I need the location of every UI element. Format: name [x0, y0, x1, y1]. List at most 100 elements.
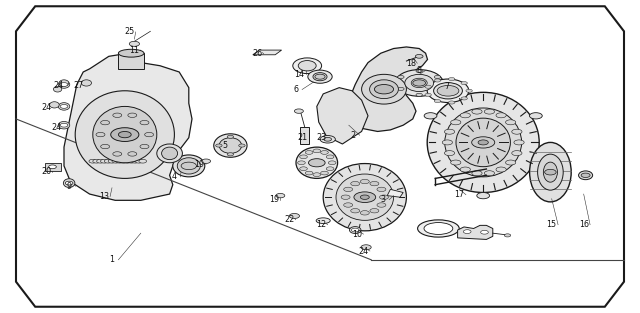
Circle shape — [227, 135, 234, 138]
Circle shape — [127, 159, 135, 163]
Circle shape — [320, 136, 335, 143]
Circle shape — [463, 230, 471, 233]
Circle shape — [104, 159, 112, 163]
Polygon shape — [16, 6, 624, 307]
Circle shape — [93, 159, 100, 163]
Polygon shape — [458, 225, 493, 239]
Text: 19: 19 — [269, 195, 279, 204]
Circle shape — [65, 181, 73, 185]
Text: 3: 3 — [380, 195, 385, 204]
Text: 8: 8 — [417, 66, 422, 75]
Circle shape — [424, 113, 437, 119]
Circle shape — [326, 167, 334, 171]
Circle shape — [129, 41, 140, 46]
Circle shape — [324, 137, 332, 141]
Text: 23: 23 — [316, 133, 326, 141]
Circle shape — [344, 187, 353, 192]
Circle shape — [451, 120, 461, 125]
Ellipse shape — [428, 92, 540, 192]
Polygon shape — [45, 163, 61, 171]
Circle shape — [449, 101, 455, 104]
Ellipse shape — [93, 106, 157, 163]
Text: 20: 20 — [41, 167, 51, 176]
Circle shape — [139, 159, 147, 163]
Circle shape — [397, 87, 404, 90]
Ellipse shape — [323, 163, 406, 231]
Circle shape — [128, 113, 137, 117]
Circle shape — [216, 144, 222, 147]
Ellipse shape — [296, 147, 338, 178]
Circle shape — [461, 97, 467, 100]
Circle shape — [361, 245, 371, 250]
Circle shape — [444, 151, 454, 156]
Circle shape — [512, 129, 522, 134]
Circle shape — [416, 69, 422, 73]
Bar — [300, 127, 309, 144]
Circle shape — [506, 160, 516, 165]
Ellipse shape — [214, 134, 247, 157]
Circle shape — [477, 192, 490, 199]
Polygon shape — [64, 53, 192, 200]
Circle shape — [496, 167, 506, 172]
Circle shape — [514, 140, 524, 145]
Text: 18: 18 — [406, 59, 416, 68]
Circle shape — [60, 105, 68, 108]
Text: 6: 6 — [293, 85, 298, 94]
Ellipse shape — [579, 171, 593, 180]
Circle shape — [460, 167, 470, 172]
Circle shape — [140, 121, 149, 125]
Ellipse shape — [313, 73, 327, 81]
Ellipse shape — [219, 138, 241, 153]
Circle shape — [108, 159, 116, 163]
Ellipse shape — [428, 79, 468, 103]
Ellipse shape — [434, 83, 463, 99]
Ellipse shape — [293, 58, 321, 74]
Circle shape — [504, 234, 511, 237]
Text: 5: 5 — [223, 141, 228, 150]
Circle shape — [89, 159, 97, 163]
Circle shape — [512, 151, 522, 156]
Circle shape — [360, 211, 369, 215]
Circle shape — [460, 113, 470, 118]
Circle shape — [313, 149, 321, 153]
Circle shape — [305, 171, 313, 175]
Circle shape — [370, 208, 379, 213]
Text: 14: 14 — [294, 70, 305, 79]
Ellipse shape — [370, 80, 399, 99]
Text: 22: 22 — [284, 215, 294, 224]
Circle shape — [100, 121, 109, 125]
Circle shape — [351, 208, 360, 213]
Circle shape — [313, 173, 321, 177]
Circle shape — [377, 187, 386, 192]
Circle shape — [145, 132, 154, 137]
Circle shape — [360, 179, 369, 184]
Ellipse shape — [336, 174, 394, 220]
Circle shape — [354, 192, 376, 203]
Ellipse shape — [362, 74, 406, 104]
Circle shape — [124, 159, 131, 163]
Circle shape — [478, 140, 488, 145]
Ellipse shape — [412, 78, 428, 88]
Ellipse shape — [173, 155, 205, 177]
Text: 9: 9 — [67, 182, 72, 191]
Circle shape — [131, 159, 139, 163]
Ellipse shape — [396, 70, 444, 96]
Circle shape — [380, 195, 388, 199]
Circle shape — [321, 171, 328, 175]
Ellipse shape — [81, 80, 92, 86]
Circle shape — [351, 182, 360, 186]
Circle shape — [113, 113, 122, 117]
Circle shape — [484, 171, 495, 176]
Circle shape — [481, 230, 488, 234]
Ellipse shape — [543, 162, 557, 182]
Ellipse shape — [530, 142, 571, 202]
Text: 12: 12 — [316, 220, 326, 229]
Circle shape — [360, 195, 369, 199]
Circle shape — [60, 123, 68, 127]
Circle shape — [374, 85, 394, 94]
Circle shape — [435, 79, 440, 82]
Circle shape — [351, 228, 359, 232]
Circle shape — [425, 85, 431, 88]
Text: 27: 27 — [73, 81, 83, 90]
Ellipse shape — [445, 108, 522, 177]
